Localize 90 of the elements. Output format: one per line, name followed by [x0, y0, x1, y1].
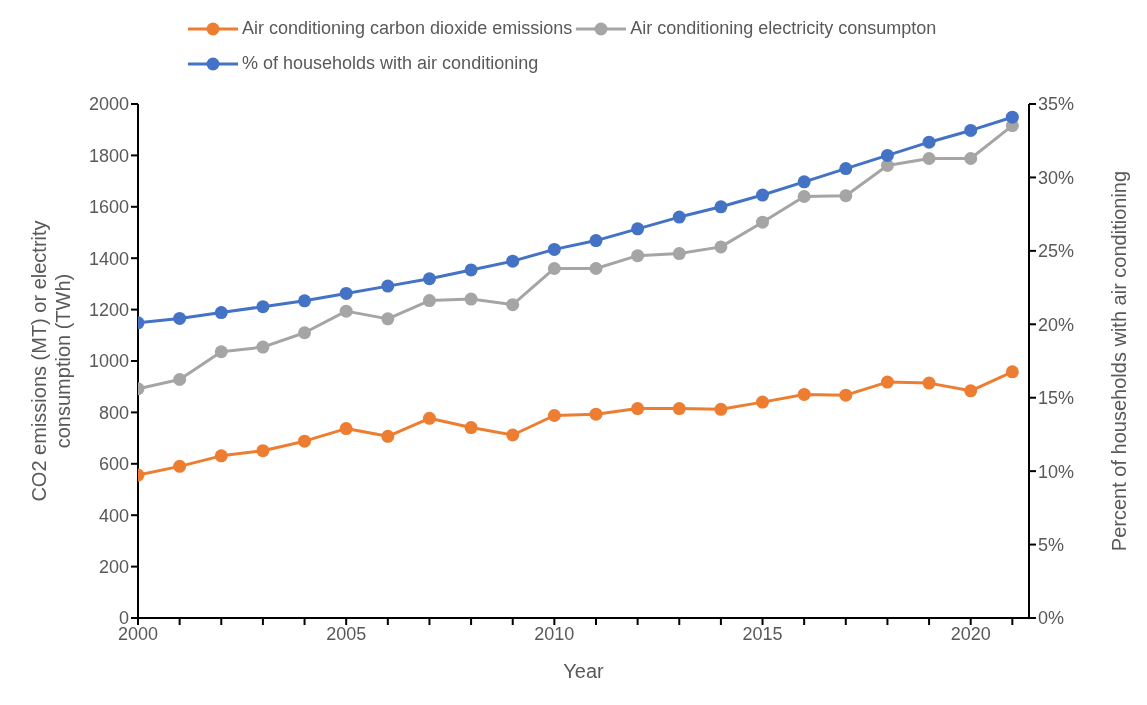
- y-tick-label: 2000: [88, 94, 129, 115]
- point: [631, 249, 645, 263]
- point: [547, 242, 561, 256]
- point: [756, 395, 770, 409]
- point: [797, 387, 811, 401]
- point: [714, 200, 728, 214]
- point: [256, 300, 270, 314]
- point: [672, 247, 686, 261]
- y2-tick-label: 15%: [1038, 388, 1075, 409]
- point: [714, 402, 728, 416]
- point: [1005, 365, 1019, 379]
- point: [422, 272, 436, 286]
- y2-tick-label: 5%: [1038, 534, 1065, 555]
- y2-tick-label: 35%: [1038, 94, 1075, 115]
- point: [214, 449, 228, 463]
- y-axis-title: CO2 emissions (MT) or electrity consumption (TWh): [28, 220, 74, 502]
- point: [381, 429, 395, 443]
- y-tick-label: 1600: [88, 197, 129, 218]
- point: [756, 215, 770, 229]
- point: [339, 286, 353, 300]
- point: [631, 222, 645, 236]
- point: [464, 421, 478, 435]
- point: [839, 189, 853, 203]
- point: [173, 373, 187, 386]
- point: [339, 422, 353, 436]
- point: [589, 261, 603, 275]
- x-axis-title: Year: [563, 660, 605, 682]
- point: [173, 459, 187, 473]
- point: [464, 292, 478, 306]
- point: [214, 306, 228, 320]
- point: [922, 135, 936, 149]
- point: [1005, 110, 1019, 124]
- y-tick-label: 400: [98, 505, 129, 526]
- point: [589, 407, 603, 421]
- point: [714, 240, 728, 254]
- point: [214, 345, 228, 359]
- point: [922, 151, 936, 165]
- x-tick-label: 2020: [950, 623, 991, 644]
- point: [339, 304, 353, 318]
- point: [298, 294, 312, 308]
- point: [672, 402, 686, 416]
- point: [839, 388, 853, 402]
- point: [381, 312, 395, 326]
- y-tick-label: 800: [98, 402, 129, 423]
- point: [298, 326, 312, 340]
- point: [506, 254, 520, 268]
- point: [964, 123, 978, 137]
- y-tick-label: 600: [98, 454, 129, 475]
- point: [173, 311, 187, 325]
- point: [547, 261, 561, 275]
- y-tick-label: 1400: [88, 248, 129, 269]
- legend-label: Air conditioning carbon dioxide emissions: [242, 18, 573, 39]
- point: [464, 263, 478, 277]
- point: [256, 444, 270, 458]
- x-tick-label: 2005: [326, 623, 367, 644]
- point: [880, 375, 894, 389]
- y2-tick-label: 0%: [1038, 608, 1065, 629]
- point: [381, 279, 395, 293]
- y-tick-label: 1800: [88, 145, 129, 166]
- y2-tick-label: 10%: [1038, 461, 1075, 482]
- point: [797, 190, 811, 204]
- point: [839, 162, 853, 176]
- y2-tick-label: 20%: [1038, 314, 1075, 335]
- point: [964, 151, 978, 165]
- point: [631, 402, 645, 416]
- y-tick-label: 200: [98, 556, 129, 577]
- point: [298, 434, 312, 448]
- point: [422, 294, 436, 308]
- point: [756, 188, 770, 202]
- point: [256, 340, 270, 354]
- y-tick-label: 1000: [88, 351, 129, 372]
- legend-label: Air conditioning electricity consumpton: [630, 18, 937, 39]
- x-tick-label: 2000: [117, 623, 159, 644]
- legend-label: % of households with air conditioning: [242, 53, 539, 74]
- point: [964, 384, 978, 398]
- point: [506, 428, 520, 442]
- x-tick-label: 2010: [534, 623, 575, 644]
- point: [797, 175, 811, 189]
- point: [672, 210, 686, 224]
- y-tick-label: 1200: [88, 299, 129, 320]
- point: [422, 411, 436, 425]
- point: [922, 376, 936, 390]
- y2-tick-label: 30%: [1038, 167, 1075, 188]
- y2-axis-title: Percent of households with air conditioning: [1108, 170, 1131, 552]
- point: [547, 408, 561, 422]
- point: [506, 298, 520, 312]
- point: [589, 234, 603, 248]
- x-tick-label: 2015: [742, 623, 783, 644]
- point: [880, 148, 894, 162]
- y2-tick-label: 25%: [1038, 241, 1075, 262]
